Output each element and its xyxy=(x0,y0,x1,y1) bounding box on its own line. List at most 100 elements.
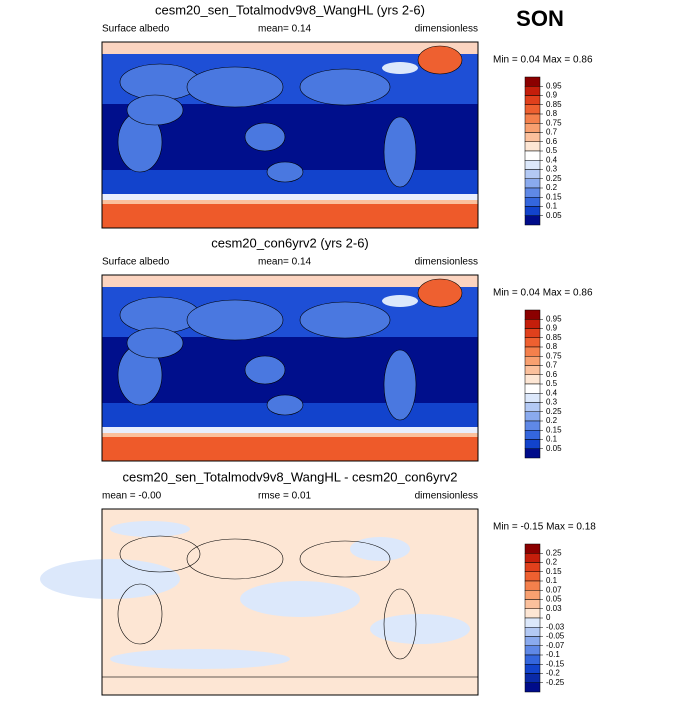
right-label: dimensionless xyxy=(415,491,478,502)
colorbar-label: -0.15 xyxy=(546,659,565,668)
map-panel: cesm20_sen_Totalmodv9v8_WangHL - cesm20_… xyxy=(40,469,596,696)
colorbar-label: 0.75 xyxy=(546,118,562,127)
left-label: Surface albedo xyxy=(102,24,170,35)
land-area xyxy=(119,296,201,334)
colorbar-label: 0.2 xyxy=(546,183,558,192)
colorbar-box xyxy=(524,599,541,609)
antarctic-coast xyxy=(101,676,479,696)
difference-area xyxy=(110,521,190,537)
colorbar-label: 0.25 xyxy=(546,174,562,183)
sea-ice-edge xyxy=(102,200,478,204)
land-area xyxy=(126,327,184,359)
antarctica xyxy=(102,204,478,228)
center-label: mean= 0.14 xyxy=(258,24,312,35)
map-frame xyxy=(101,508,479,696)
colorbar-label: -0.2 xyxy=(546,669,560,678)
difference-area xyxy=(370,614,470,644)
colorbar-box xyxy=(524,328,541,338)
colorbar-box xyxy=(524,132,541,142)
colorbar-label: 0.15 xyxy=(546,192,562,201)
colorbar-box xyxy=(524,571,541,582)
colorbar-box xyxy=(524,393,541,403)
colorbar-label: 0.4 xyxy=(546,388,558,397)
land-area xyxy=(266,394,304,416)
antarctica xyxy=(102,437,478,461)
colorbar-label: 0.7 xyxy=(546,361,558,370)
sea-ice-edge xyxy=(102,194,478,200)
colorbar-label: 0.75 xyxy=(546,351,562,360)
colorbar-label: 0.2 xyxy=(546,558,558,567)
colorbar-box xyxy=(524,76,541,87)
colorbar-box xyxy=(524,215,541,226)
colorbar-label: 0 xyxy=(546,613,551,622)
colorbar-box xyxy=(524,608,541,619)
colorbar-box xyxy=(524,206,541,216)
colorbar-box xyxy=(524,374,541,385)
colorbar-box xyxy=(524,439,541,449)
colorbar-label: 0.1 xyxy=(546,202,558,211)
land-area xyxy=(299,301,391,339)
colorbar-box xyxy=(524,178,541,189)
colorbar-box xyxy=(524,356,541,366)
sea-ice-edge xyxy=(102,433,478,437)
colorbar-label: 0.6 xyxy=(546,137,558,146)
colorbar-box xyxy=(524,664,541,674)
min-max: Min = 0.04 Max = 0.86 xyxy=(493,288,593,299)
land-area xyxy=(126,94,184,126)
colorbar-box xyxy=(524,187,541,198)
right-label: dimensionless xyxy=(415,257,478,268)
land-area xyxy=(186,66,284,108)
greenland xyxy=(417,278,463,308)
colorbar-box xyxy=(524,430,541,440)
colorbar-box xyxy=(524,319,541,329)
panel-title: cesm20_sen_Totalmodv9v8_WangHL (yrs 2-6) xyxy=(155,2,425,17)
colorbar-label: 0.2 xyxy=(546,416,558,425)
colorbar-label: -0.05 xyxy=(546,632,565,641)
difference-area xyxy=(110,649,290,669)
min-max: Min = -0.15 Max = 0.18 xyxy=(493,522,596,533)
colorbar-box xyxy=(524,141,541,152)
colorbar-box xyxy=(524,365,541,375)
colorbar-box xyxy=(524,169,541,179)
land-area xyxy=(383,349,417,421)
colorbar-box xyxy=(524,309,541,320)
colorbar-label: 0.4 xyxy=(546,155,558,164)
panel-title: cesm20_sen_Totalmodv9v8_WangHL - cesm20_… xyxy=(122,469,457,484)
colorbar-box xyxy=(524,580,541,591)
colorbar-box xyxy=(524,123,541,133)
coastline xyxy=(117,583,163,645)
colorbar-box xyxy=(524,654,541,665)
colorbar-label: 0.8 xyxy=(546,109,558,118)
colorbar-box xyxy=(524,95,541,105)
arctic-band xyxy=(102,42,478,54)
colorbar-box xyxy=(524,402,541,412)
colorbar-box xyxy=(524,562,541,572)
colorbar-label: 0.07 xyxy=(546,585,562,594)
colorbar-box xyxy=(524,636,541,646)
colorbar-label: 0.3 xyxy=(546,165,558,174)
land-area xyxy=(266,161,304,183)
map-frame xyxy=(101,274,479,462)
land-area xyxy=(383,116,417,188)
difference-area xyxy=(240,581,360,617)
colorbar-label: 0.03 xyxy=(546,604,562,613)
right-label: dimensionless xyxy=(415,24,478,35)
colorbar-label: 0.7 xyxy=(546,128,558,137)
colorbar-box xyxy=(524,337,541,348)
coastline xyxy=(119,535,201,573)
colorbar-box xyxy=(524,86,541,96)
colorbar-box xyxy=(524,420,541,431)
colorbar-box xyxy=(524,346,541,357)
difference-area xyxy=(350,537,410,561)
center-label: mean= 0.14 xyxy=(258,257,312,268)
land-area xyxy=(244,355,286,385)
panel-title: cesm20_con6yrv2 (yrs 2-6) xyxy=(211,235,369,250)
colorbar-box xyxy=(524,645,541,656)
colorbar-box xyxy=(524,617,541,628)
colorbar-label: 0.5 xyxy=(546,146,558,155)
colorbar-box xyxy=(524,590,541,600)
left-label: Surface albedo xyxy=(102,257,170,268)
colorbar-label: 0.3 xyxy=(546,398,558,407)
land-area xyxy=(186,299,284,341)
colorbar-box xyxy=(524,448,541,459)
